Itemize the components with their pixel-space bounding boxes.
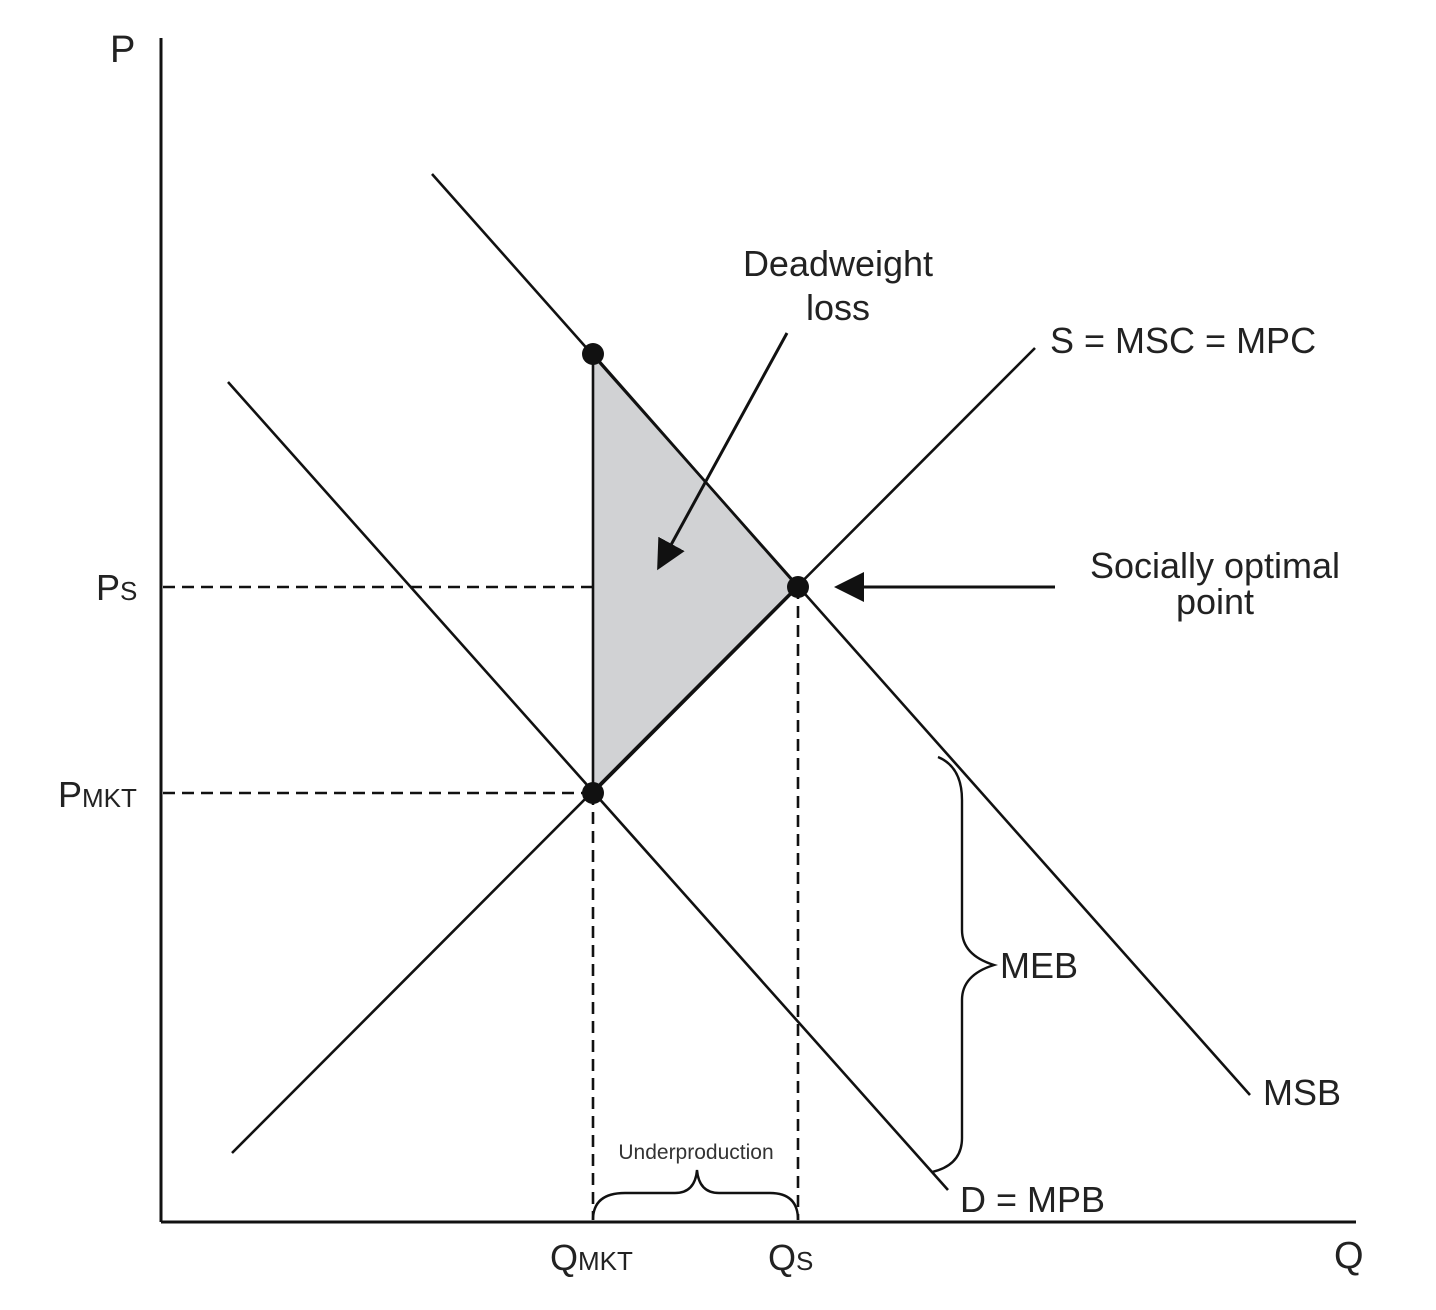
- qmkt-label: QMKT: [550, 1237, 633, 1278]
- socially-optimal-label-line2: point: [1176, 581, 1254, 622]
- pmkt-label-main: P: [58, 774, 82, 815]
- ps-label-sub: S: [120, 576, 137, 606]
- market-equilibrium-point: [582, 782, 604, 804]
- qs-label-sub: S: [796, 1246, 813, 1276]
- qmkt-label-sub: MKT: [578, 1246, 633, 1276]
- socially-optimal-point: [787, 576, 809, 598]
- meb-label: MEB: [1000, 945, 1078, 986]
- supply-curve-label: S = MSC = MPC: [1050, 320, 1316, 361]
- deadweight-loss-label-line1: Deadweight: [743, 243, 933, 284]
- x-axis-label: Q: [1334, 1235, 1364, 1277]
- supply-curve: [231, 347, 1036, 1154]
- qs-label: QS: [768, 1237, 813, 1278]
- pmkt-label: PMKT: [58, 774, 137, 815]
- y-axis-label: P: [110, 29, 135, 71]
- qs-label-main: Q: [768, 1237, 796, 1278]
- deadweight-loss-area: [591, 350, 800, 797]
- deadweight-loss-label-line2: loss: [806, 287, 870, 328]
- qmkt-label-main: Q: [550, 1237, 578, 1278]
- msb-curve-label: MSB: [1263, 1072, 1341, 1113]
- meb-brace: [931, 755, 999, 1174]
- demand-curve-label: D = MPB: [960, 1179, 1105, 1220]
- underproduction-label: Underproduction: [618, 1141, 773, 1164]
- pmkt-label-sub: MKT: [82, 783, 137, 813]
- msb-at-qmkt-point: [582, 343, 604, 365]
- ps-label-main: P: [96, 567, 120, 608]
- underproduction-brace: [591, 1169, 800, 1221]
- deadweight-arrow: [657, 332, 789, 571]
- msb-curve: [431, 173, 1251, 1096]
- socially-optimal-label-line1: Socially optimal: [1090, 545, 1340, 586]
- ps-label: PS: [96, 567, 137, 608]
